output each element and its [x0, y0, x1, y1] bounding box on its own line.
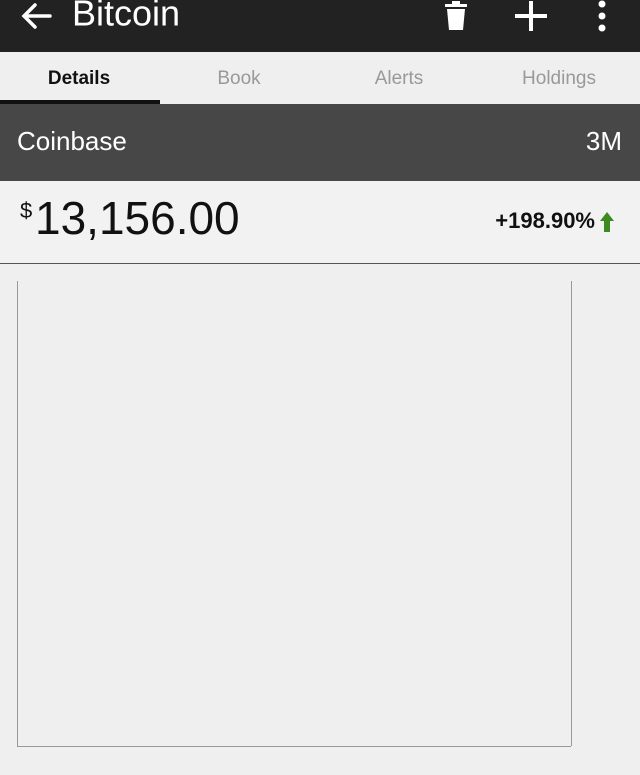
add-button[interactable]	[515, 1, 547, 31]
app-bar	[0, 0, 640, 52]
delete-button[interactable]	[445, 1, 467, 30]
tab[interactable]: Details	[48, 68, 110, 89]
up-arrow	[600, 212, 614, 232]
exchange-name: Coinbase	[17, 126, 127, 156]
tab-bar	[0, 52, 640, 104]
chart-area	[0, 264, 640, 775]
price-value: 13,156.00	[35, 192, 240, 244]
tab-indicator	[0, 100, 160, 104]
currency-symbol: $	[20, 198, 32, 223]
app-title: Bitcoin	[72, 0, 180, 34]
price-row	[0, 181, 640, 263]
overflow-menu[interactable]	[598, 0, 606, 32]
range-selector[interactable]: 3M	[586, 126, 622, 156]
price-change: +198.90%	[495, 208, 595, 233]
back-button[interactable]	[21, 3, 52, 29]
exchange-bar	[0, 104, 640, 181]
tab[interactable]: Holdings	[522, 68, 596, 89]
tab[interactable]: Book	[217, 68, 261, 89]
tab[interactable]: Alerts	[375, 68, 424, 89]
